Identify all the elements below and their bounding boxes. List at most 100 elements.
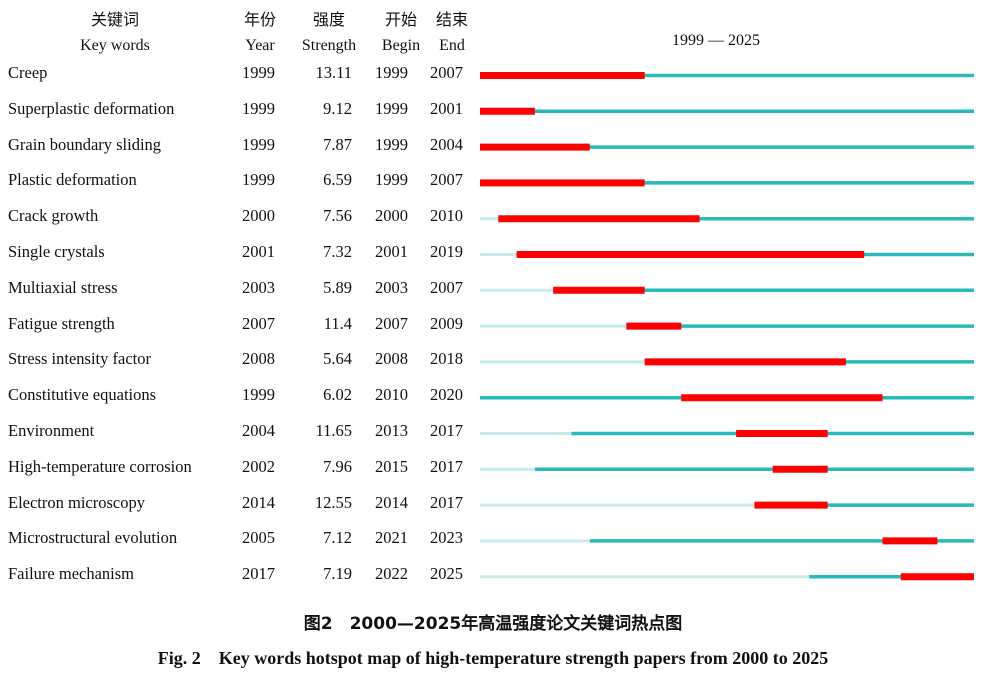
cell-strength: 5.64	[323, 349, 352, 369]
cell-begin: 2003	[375, 277, 408, 297]
header-strength-cn: 强度	[312, 12, 345, 29]
header-end-cn: 结束	[435, 12, 468, 29]
cell-end: 2007	[430, 170, 463, 190]
cell-begin: 1999	[375, 98, 408, 118]
table-row: Superplastic deformation 1999 9.12 1999 2001	[0, 99, 986, 129]
cell-strength: 5.89	[323, 277, 352, 297]
caption-cn: 图2 2000—2025年高温强度论文关键词热点图	[303, 614, 683, 634]
cell-keyword: Grain boundary sliding	[8, 134, 162, 154]
cell-keyword: Environment	[8, 421, 95, 440]
cell-begin: 1999	[375, 170, 408, 190]
cell-year: 1999	[242, 98, 275, 118]
cell-end: 2004	[430, 134, 463, 154]
cell-year: 1999	[242, 63, 275, 82]
cell-strength: 11.4	[323, 313, 352, 333]
cell-year: 2001	[242, 242, 275, 261]
table-row: Stress intensity factor 2008 5.64 2008 2018	[0, 349, 986, 379]
cell-begin: 2008	[375, 349, 408, 369]
cell-keyword: Plastic deformation	[8, 170, 137, 190]
table-row: Failure mechanism 2017 7.19 2022 2025	[0, 564, 986, 594]
cell-begin: 1999	[375, 134, 408, 154]
cell-strength: 6.59	[323, 170, 352, 190]
table-row: Constitutive equations 1999 6.02 2010 2020	[0, 385, 986, 415]
cell-keyword: Single crystals	[8, 242, 105, 261]
cell-year: 2017	[242, 564, 275, 584]
cell-end: 2025	[430, 564, 463, 584]
cell-year: 2003	[242, 277, 275, 297]
burst-timeline	[480, 72, 974, 581]
cell-keyword: Superplastic deformation	[8, 98, 175, 118]
header-begin-cn: 开始	[384, 12, 417, 29]
cell-year: 1999	[242, 134, 275, 154]
cell-begin: 2022	[375, 564, 408, 584]
cell-strength: 7.19	[323, 564, 352, 584]
caption-en: Fig. 2 Key words hotspot map of high-tem…	[157, 648, 829, 668]
cell-strength: 6.02	[323, 385, 352, 405]
cell-end: 2001	[430, 98, 463, 118]
cell-strength: 7.12	[323, 528, 352, 548]
cell-keyword: Fatigue strength	[8, 313, 115, 333]
cell-end: 2010	[430, 206, 463, 226]
cell-keyword: Microstructural evolution	[8, 528, 178, 548]
cell-end: 2023	[430, 528, 463, 548]
cell-begin: 1999	[375, 63, 408, 82]
header-begin-en: Begin	[381, 37, 421, 54]
timeline-range: 1999 — 2025	[672, 32, 760, 49]
header-year-cn: 年份	[243, 12, 276, 29]
cell-keyword: Crack growth	[8, 206, 99, 226]
cell-end: 2009	[430, 313, 463, 333]
cell-begin: 2021	[375, 528, 408, 548]
cell-keyword: Stress intensity factor	[8, 349, 151, 369]
cell-begin: 2010	[375, 385, 408, 405]
cell-end: 2007	[430, 63, 463, 82]
cell-strength: 7.32	[323, 242, 352, 261]
cell-year: 2000	[242, 206, 275, 226]
header-keywords: 关键词 Key words	[70, 8, 160, 58]
cell-strength: 7.56	[323, 206, 352, 226]
table-row: Electron microscopy 2014 12.55 2014 2017	[0, 493, 986, 523]
cell-year: 2002	[242, 456, 275, 476]
cell-strength: 7.87	[323, 134, 352, 154]
header-year-en: Year	[245, 37, 275, 54]
table-row: Environment 2004 11.65 2013 2017	[0, 421, 986, 451]
cell-year: 2005	[242, 528, 275, 548]
table-row: Microstructural evolution 2005 7.12 2021 202…	[0, 528, 986, 558]
table-row: Multiaxial stress 2003 5.89 2003 2007	[0, 278, 986, 308]
cell-year: 2008	[242, 349, 275, 369]
cell-strength: 9.12	[323, 98, 352, 118]
header-end-en: End	[439, 37, 465, 54]
table-row: Crack growth 2000 7.56 2000 2010	[0, 206, 986, 236]
table-row: Creep 1999 13.11 1999 2007	[0, 63, 986, 93]
header-strength-en: Strength	[301, 37, 357, 54]
cell-end: 2019	[430, 242, 463, 261]
header-year: 年份 Year	[236, 8, 284, 58]
cell-year: 1999	[242, 170, 275, 190]
table-row: High-temperature corrosion 2002 7.96 2015 20…	[0, 457, 986, 487]
table-row: Single crystals 2001 7.32 2001 2019	[0, 242, 986, 272]
table-row: Plastic deformation 1999 6.59 1999 2007	[0, 170, 986, 200]
cell-begin: 2000	[375, 206, 408, 226]
cell-strength: 12.55	[314, 492, 352, 512]
cell-begin: 2014	[375, 492, 408, 512]
cell-end: 2017	[430, 421, 463, 440]
header-keywords-cn: 关键词	[90, 12, 139, 29]
cell-strength: 13.11	[315, 63, 352, 82]
cell-strength: 7.96	[323, 456, 352, 476]
cell-begin: 2007	[375, 313, 408, 333]
cell-year: 2014	[242, 492, 275, 512]
cell-keyword: High-temperature corrosion	[8, 456, 192, 476]
cell-end: 2017	[430, 492, 463, 512]
cell-year: 1999	[242, 385, 275, 405]
cell-keyword: Failure mechanism	[8, 564, 135, 584]
cell-end: 2007	[430, 277, 463, 297]
cell-year: 2004	[242, 421, 275, 440]
cell-end: 2020	[430, 385, 463, 405]
cell-keyword: Creep	[8, 63, 48, 82]
cell-begin: 2015	[375, 456, 408, 476]
header-begin: 开始 Begin	[373, 8, 429, 58]
header-strength: 强度 Strength	[294, 8, 364, 58]
cell-keyword: Electron microscopy	[8, 492, 145, 512]
cell-begin: 2001	[375, 242, 408, 261]
cell-year: 2007	[242, 313, 275, 333]
cell-keyword: Constitutive equations	[8, 385, 157, 405]
